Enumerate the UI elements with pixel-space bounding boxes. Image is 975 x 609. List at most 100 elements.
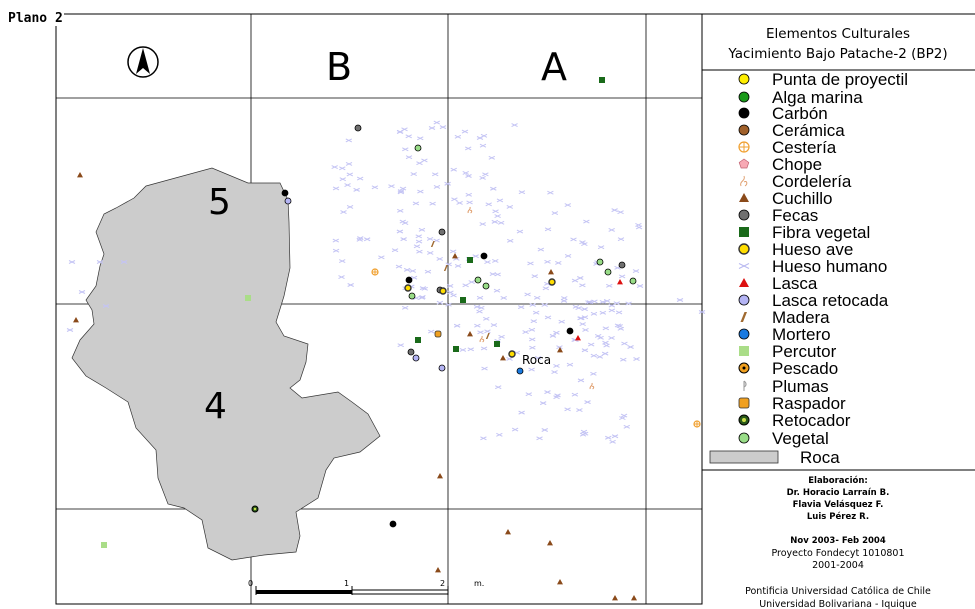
hueso-humano-marker — [78, 290, 86, 294]
legend-label: Retocador — [772, 411, 851, 430]
hueso-humano-marker — [525, 392, 532, 397]
hueso-humano-marker — [465, 192, 472, 197]
hueso-humano-marker — [450, 293, 457, 298]
hueso-humano-marker — [541, 428, 548, 432]
hueso-humano-marker — [102, 304, 110, 308]
hueso-humano-marker — [518, 190, 526, 195]
hueso-humano-marker — [479, 143, 487, 148]
hueso-humano-marker — [461, 129, 469, 134]
hueso-humano-marker — [481, 366, 488, 371]
hueso-humano-marker — [465, 174, 472, 178]
hueso-humano-marker — [401, 305, 409, 310]
hueso-humano-marker — [537, 247, 545, 252]
hueso-humano-marker — [605, 435, 612, 440]
hueso-humano-marker — [590, 371, 597, 376]
brown-slash-marker — [443, 265, 448, 271]
legend-item-vegetal: Vegetal — [738, 429, 829, 448]
hueso-humano-marker — [578, 316, 585, 321]
hueso-humano-marker — [544, 227, 552, 232]
hueso-humano-marker — [476, 309, 483, 314]
artifact-markers — [66, 77, 706, 601]
hueso-humano-marker — [603, 299, 611, 303]
hueso-humano-marker — [468, 280, 475, 285]
scale-unit: m. — [474, 579, 484, 588]
hueso-humano-marker — [405, 134, 412, 139]
hueso-humano-marker — [400, 237, 407, 242]
hueso-humano-marker — [494, 214, 501, 219]
hueso-humano-marker — [356, 176, 364, 181]
legend-label: Cuchillo — [772, 189, 832, 208]
hueso-humano-marker — [371, 185, 379, 190]
scale-bar — [255, 586, 449, 595]
hueso-humano-marker — [619, 416, 626, 420]
hueso-humano-marker — [433, 120, 441, 125]
hueso-humano-marker — [617, 237, 625, 242]
lightgreen-circle-marker — [596, 258, 604, 266]
hueso-humano-marker — [627, 345, 634, 349]
hueso-humano-marker — [391, 248, 399, 253]
lightgreen-square-marker — [245, 295, 251, 301]
hueso-humano-marker — [570, 237, 577, 242]
green-square-icon — [739, 227, 749, 237]
hueso-humano-marker — [412, 201, 420, 206]
lightgreen-circle-marker — [414, 144, 422, 152]
green-square-marker — [599, 77, 605, 83]
legend-item-lasca-retocada: Lasca retocada — [738, 291, 889, 310]
hueso-humano-marker — [609, 439, 616, 444]
hueso-humano-marker — [462, 170, 469, 175]
legend-label: Carbón — [772, 104, 828, 123]
hueso-humano-marker — [357, 236, 364, 241]
hueso-humano-marker — [511, 123, 518, 128]
hueso-humano-marker — [396, 229, 404, 234]
hueso-humano-marker — [477, 330, 484, 335]
hueso-humano-marker — [556, 345, 563, 350]
legend-label: Fibra vegetal — [772, 223, 870, 242]
red-triangle-marker — [575, 335, 581, 341]
hueso-humano-marker — [395, 264, 403, 269]
hueso-humano-marker — [528, 337, 536, 342]
hueso-humano-marker — [597, 335, 604, 340]
hueso-humano-marker — [615, 310, 623, 315]
rope-squiggle-icon — [740, 175, 748, 187]
credits-dates: Nov 2003- Feb 2004 — [790, 536, 886, 546]
hueso-humano-marker — [506, 204, 514, 209]
hueso-humano-marker — [497, 220, 505, 225]
hueso-humano-marker — [541, 302, 548, 307]
hueso-humano-marker — [402, 147, 409, 152]
legend-label: Cestería — [772, 138, 837, 157]
rope-squiggle-marker — [467, 206, 473, 214]
yellow-ringed-circle-marker — [404, 284, 412, 292]
black-circle-icon — [738, 107, 750, 119]
hueso-humano-marker — [353, 187, 360, 192]
hueso-humano-marker — [579, 322, 586, 326]
black-circle-marker — [480, 252, 488, 260]
gray-circle-marker — [618, 261, 626, 269]
legend-item-cuchillo: Cuchillo — [739, 189, 832, 208]
hueso-humano-marker — [590, 311, 598, 316]
orange-rounded-square-icon — [738, 397, 750, 409]
green-square-marker — [494, 341, 500, 347]
legend-label: Pescado — [772, 359, 838, 378]
legend-item-percutor: Percutor — [739, 342, 837, 361]
legend-label: Punta de proyectil — [772, 70, 908, 89]
hueso-humano-marker — [478, 305, 485, 310]
hueso-humano-marker — [544, 315, 552, 320]
brown-triangle-marker — [547, 540, 553, 546]
legend-panel — [702, 13, 975, 471]
hueso-humano-marker — [401, 221, 409, 226]
hueso-humano-marker — [524, 292, 531, 297]
hueso-humano-marker — [625, 301, 632, 306]
hueso-humano-marker — [496, 432, 503, 437]
credits-author-3: Luis Pérez R. — [807, 511, 869, 522]
legend-label: Percutor — [772, 342, 837, 361]
hueso-humano-marker — [577, 276, 584, 280]
brown-triangle-marker — [73, 317, 79, 323]
hueso-humano-marker — [617, 326, 625, 331]
orange-rounded-square-marker — [434, 330, 442, 338]
hueso-humano-marker — [566, 362, 574, 367]
gray-circle-marker — [407, 348, 415, 356]
legend-item-chope: Chope — [738, 155, 822, 174]
hueso-humano-marker — [603, 343, 610, 348]
hueso-humano-marker — [539, 401, 547, 406]
legend-item-roca: Roca — [709, 448, 840, 467]
